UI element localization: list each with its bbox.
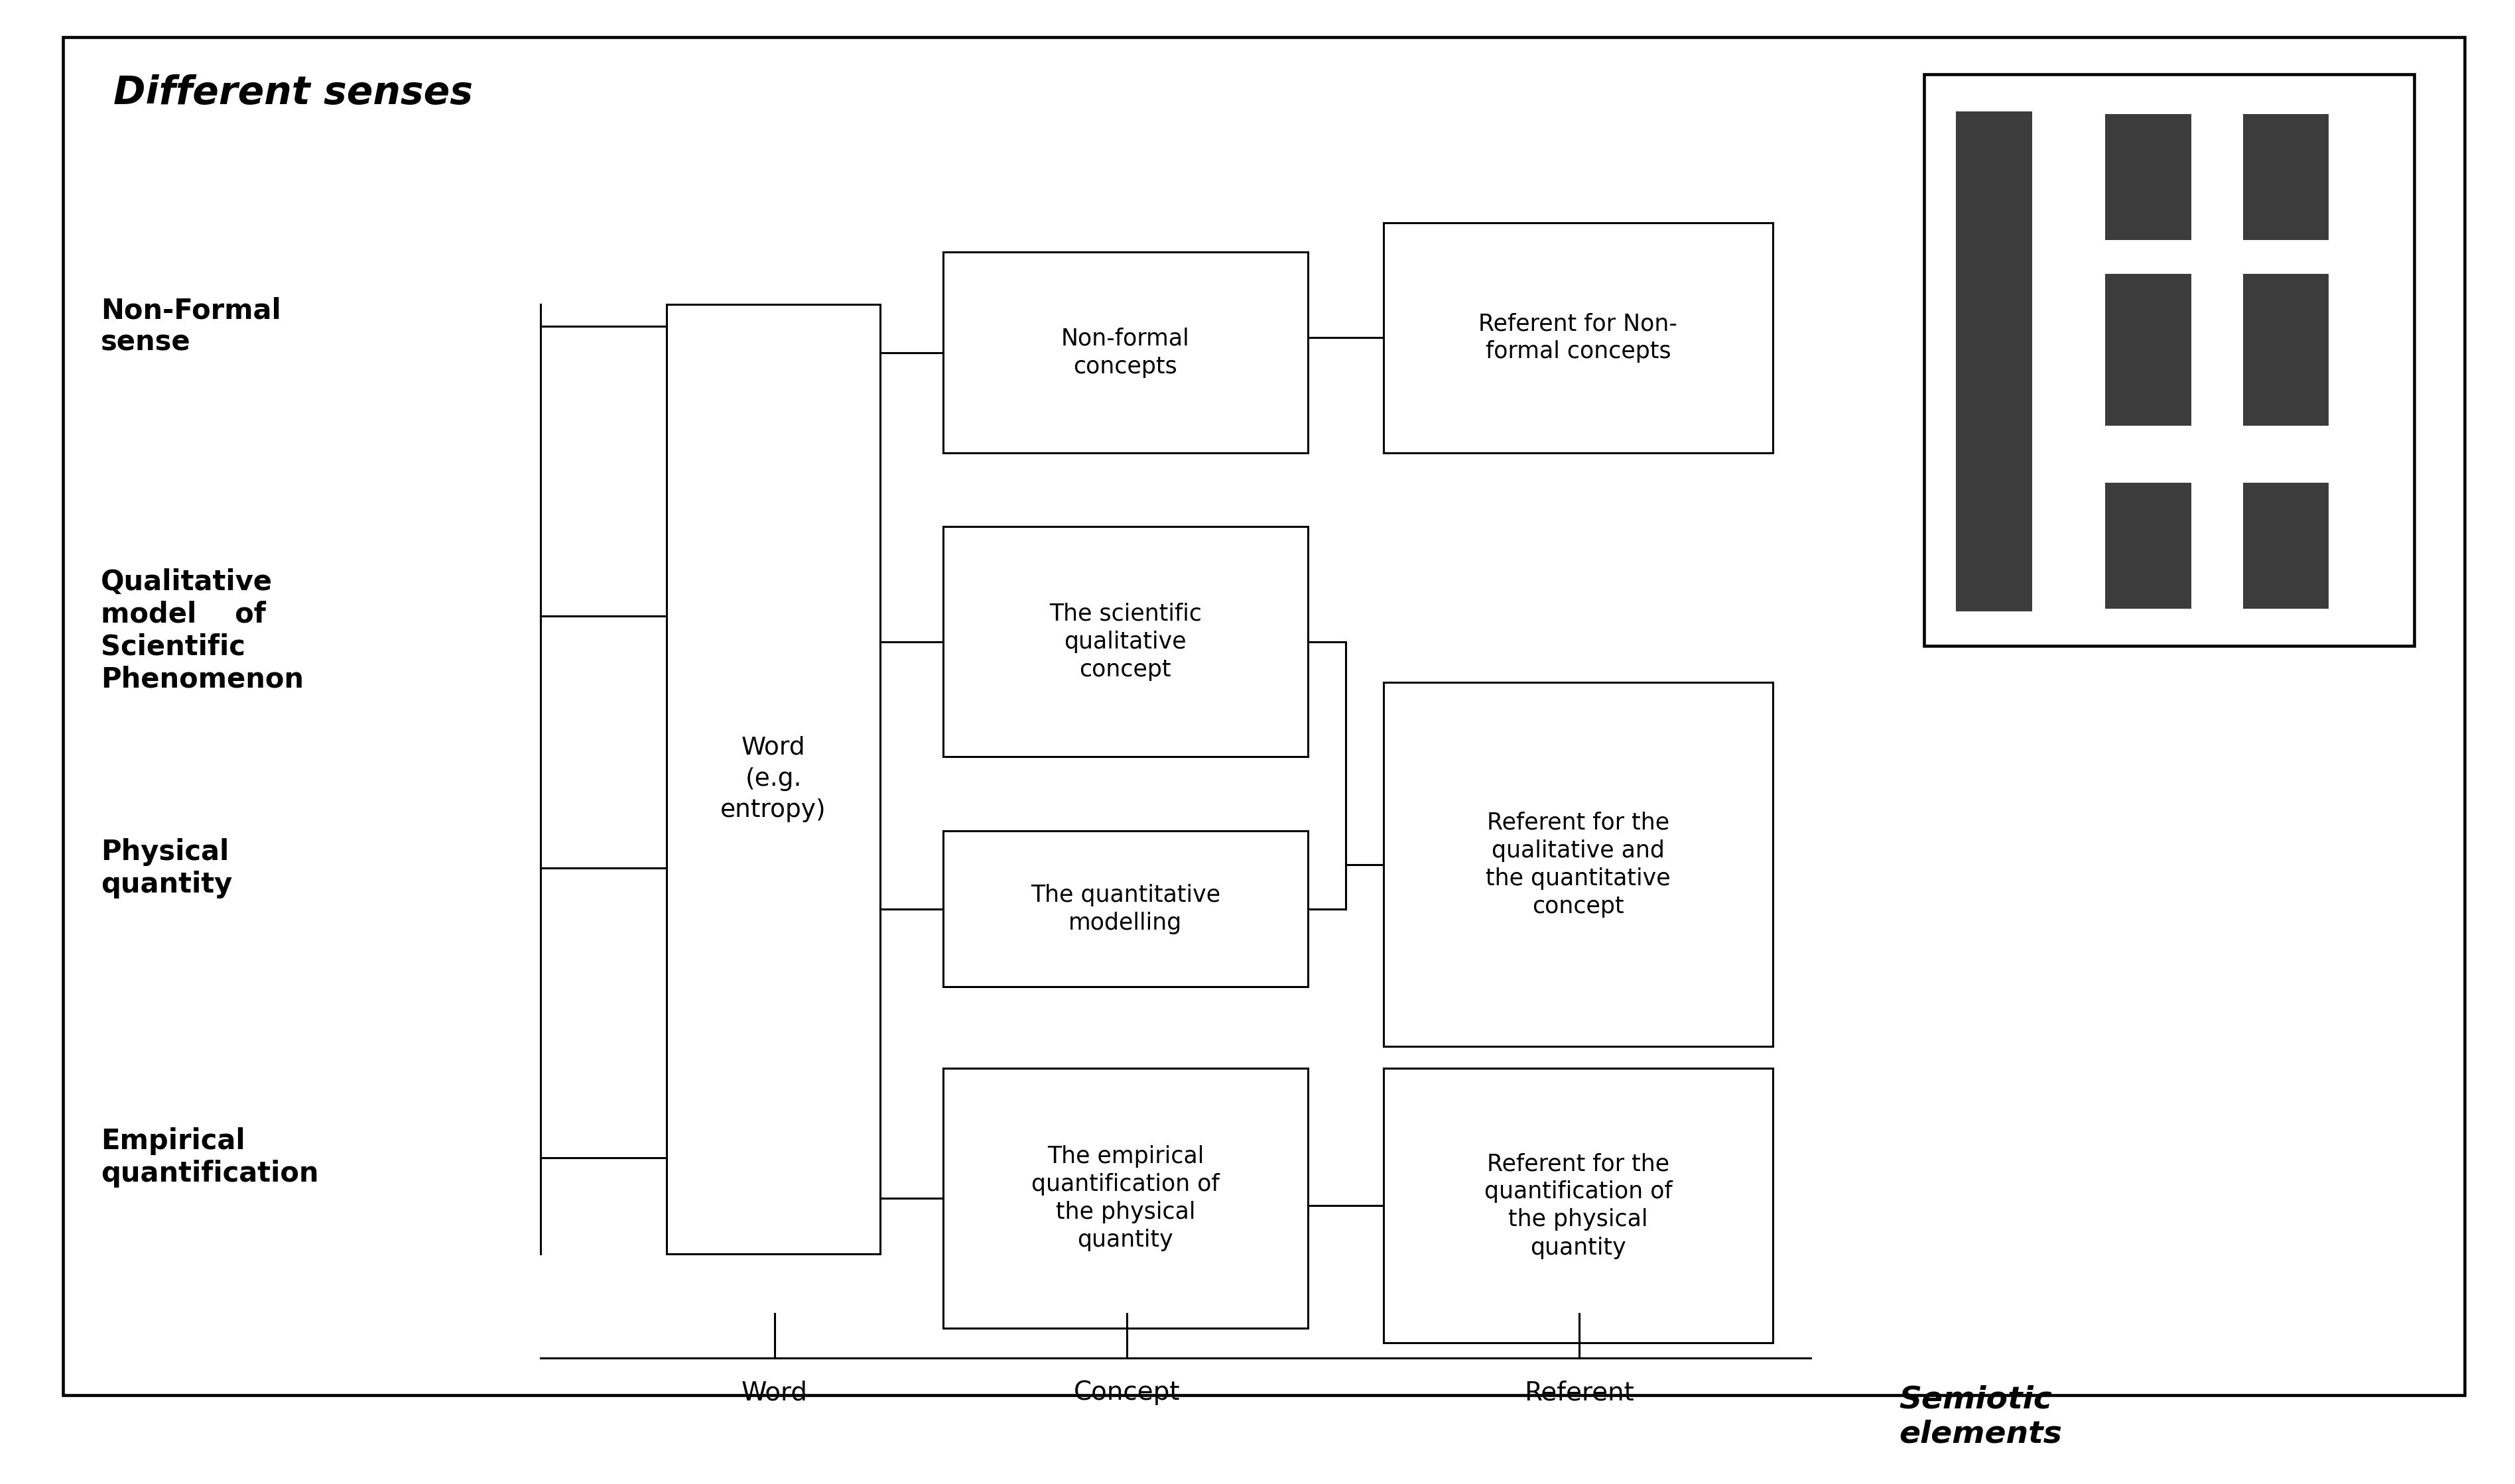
- Text: Semiotic
elements: Semiotic elements: [1899, 1385, 2062, 1450]
- Text: Word: Word: [742, 1380, 807, 1405]
- Text: Concept: Concept: [1074, 1380, 1180, 1405]
- Bar: [666, 304, 880, 1254]
- Text: Referent for the
qualitative and
the quantitative
concept: Referent for the qualitative and the qua…: [1486, 812, 1670, 917]
- Text: Referent for Non-
formal concepts: Referent for Non- formal concepts: [1479, 312, 1678, 364]
- Bar: [943, 1068, 1308, 1328]
- Text: Referent: Referent: [1524, 1380, 1635, 1405]
- Text: Empirical
quantification: Empirical quantification: [101, 1128, 319, 1187]
- Text: The empirical
quantification of
the physical
quantity: The empirical quantification of the phys…: [1031, 1146, 1220, 1251]
- Bar: [2105, 275, 2191, 426]
- Bar: [943, 252, 1308, 453]
- Bar: [1924, 74, 2414, 646]
- Text: Word
(e.g.
entropy): Word (e.g. entropy): [719, 736, 827, 822]
- Bar: [943, 831, 1308, 987]
- Text: Non-formal
concepts: Non-formal concepts: [1061, 326, 1190, 378]
- Text: Referent for the
quantification of
the physical
quantity: Referent for the quantification of the p…: [1484, 1153, 1672, 1258]
- Bar: [2243, 482, 2329, 608]
- Text: Different senses: Different senses: [113, 74, 473, 111]
- Bar: [2105, 114, 2191, 240]
- Bar: [2105, 482, 2191, 608]
- Bar: [1383, 223, 1773, 453]
- Text: Physical
quantity: Physical quantity: [101, 838, 231, 898]
- Bar: [943, 527, 1308, 757]
- Text: Non-Formal
sense: Non-Formal sense: [101, 297, 282, 356]
- Text: The quantitative
modelling: The quantitative modelling: [1031, 883, 1220, 935]
- Bar: [2243, 114, 2329, 240]
- Bar: [1957, 111, 2032, 611]
- Bar: [1383, 683, 1773, 1046]
- Text: The scientific
qualitative
concept: The scientific qualitative concept: [1049, 603, 1202, 681]
- Bar: [2243, 275, 2329, 426]
- Bar: [1383, 1068, 1773, 1343]
- Text: Qualitative
model    of
Scientific
Phenomenon: Qualitative model of Scientific Phenomen…: [101, 568, 304, 693]
